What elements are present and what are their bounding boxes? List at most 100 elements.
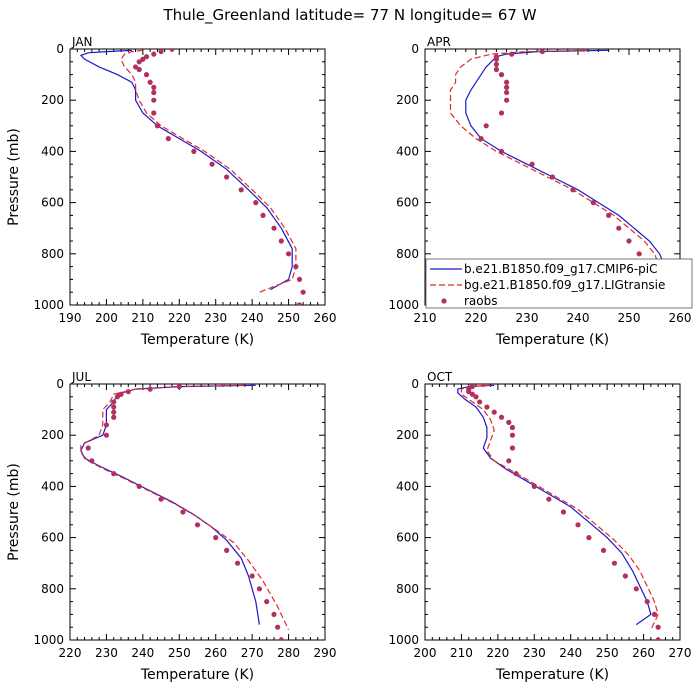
- raobs-point: [655, 624, 661, 630]
- raobs-point: [158, 496, 164, 502]
- raobs-point: [586, 535, 592, 541]
- x-tick-label: 250: [168, 646, 191, 660]
- legend-entry-label: raobs: [464, 294, 498, 308]
- legend-entry-label: b.e21.B1850.f09_g17.CMIP6-piC: [464, 262, 657, 276]
- raobs-point: [271, 225, 277, 231]
- series-line-cmip6-pic: [457, 384, 652, 626]
- plot-frame: [424, 383, 681, 641]
- y-tick-label: 1000: [33, 633, 64, 647]
- x-tick-label: 210: [414, 311, 437, 325]
- series-line-ligtransient: [80, 384, 290, 631]
- x-axis-label: Temperature (K): [140, 332, 254, 348]
- x-tick-label: 210: [131, 311, 154, 325]
- raobs-point: [209, 161, 215, 167]
- raobs-point: [529, 161, 535, 167]
- y-tick-label: 800: [396, 247, 419, 261]
- x-tick-label: 240: [567, 311, 590, 325]
- raobs-point: [636, 251, 642, 257]
- raobs-point: [655, 637, 661, 640]
- x-tick-label: 270: [669, 646, 692, 660]
- raobs-point: [176, 384, 182, 390]
- raobs-point: [633, 586, 639, 592]
- raobs-point: [644, 599, 650, 605]
- raobs-point: [469, 384, 475, 390]
- raobs-point: [560, 509, 567, 515]
- data-layer: [457, 384, 661, 640]
- x-axis-label: Temperature (K): [495, 667, 609, 683]
- y-tick-label: 200: [396, 93, 419, 107]
- raobs-point: [191, 148, 197, 154]
- series-line-cmip6-pic: [79, 49, 293, 291]
- raobs-point: [278, 238, 284, 244]
- raobs-point: [477, 399, 483, 405]
- x-tick-label: 260: [669, 311, 692, 325]
- y-tick-label: 800: [396, 582, 419, 596]
- raobs-point: [180, 509, 186, 515]
- raobs-point: [469, 391, 475, 397]
- y-tick-label: 1000: [33, 298, 64, 312]
- plot-frame: [69, 383, 326, 641]
- raobs-point: [224, 547, 230, 554]
- raobs-point: [506, 419, 512, 425]
- x-tick-label: 240: [241, 311, 264, 325]
- y-tick-label: 200: [41, 93, 64, 107]
- legend-box: [425, 258, 693, 309]
- y-tick-label: 600: [41, 531, 64, 545]
- raobs-point: [143, 72, 150, 78]
- raobs-point: [606, 212, 612, 218]
- y-tick-label: 400: [396, 479, 419, 493]
- y-tick-label: 400: [396, 144, 419, 158]
- raobs-point: [271, 611, 277, 618]
- y-tick-label: 400: [41, 479, 64, 493]
- raobs-point: [611, 560, 618, 566]
- raobs-point: [275, 624, 281, 630]
- raobs-point: [111, 409, 117, 415]
- raobs-point: [147, 79, 153, 85]
- y-axis-label: Pressure (mb): [6, 463, 22, 561]
- panel-label: OCT: [427, 370, 453, 384]
- raobs-point: [136, 66, 142, 73]
- raobs-point: [220, 384, 226, 387]
- y-tick-label: 0: [411, 42, 419, 56]
- data-layer: [80, 384, 290, 640]
- raobs-point: [296, 276, 303, 282]
- raobs-point: [260, 212, 266, 218]
- x-tick-label: 240: [559, 646, 582, 660]
- x-tick-label: 260: [632, 646, 655, 660]
- data-layer: [79, 49, 306, 305]
- x-axis-label: Temperature (K): [495, 332, 609, 348]
- raobs-point: [498, 148, 505, 154]
- raobs-point: [293, 264, 299, 270]
- raobs-point: [143, 54, 150, 60]
- raobs-point: [300, 289, 306, 295]
- raobs-point: [278, 637, 284, 640]
- raobs-point: [111, 404, 117, 410]
- data-layer: [449, 49, 668, 305]
- legend-entry-label: bg.e21.B1850.f09_g17.LIGtransie: [464, 278, 665, 292]
- raobs-point: [224, 174, 230, 180]
- raobs-point: [158, 49, 164, 55]
- x-tick-label: 220: [168, 311, 191, 325]
- y-tick-label: 800: [41, 247, 64, 261]
- raobs-point: [491, 409, 497, 415]
- raobs-point: [165, 136, 171, 142]
- raobs-point: [546, 496, 552, 502]
- raobs-point: [651, 611, 658, 618]
- raobs-point: [498, 414, 505, 420]
- raobs-point: [285, 251, 292, 257]
- plot-frame: [69, 48, 326, 306]
- raobs-point: [509, 51, 515, 57]
- panel-oct: 200 210 220 230 240 250 260 270 0 200 400 600 800 100…: [388, 370, 691, 683]
- x-axis-label: Temperature (K): [140, 667, 254, 683]
- raobs-point: [506, 458, 512, 464]
- raobs-point: [539, 49, 545, 55]
- x-tick-label: 250: [596, 646, 619, 660]
- raobs-point: [509, 424, 516, 431]
- x-tick-label: 260: [314, 311, 337, 325]
- raobs-point: [213, 535, 219, 541]
- raobs-point: [478, 136, 484, 142]
- y-tick-label: 1000: [388, 298, 419, 312]
- panel-label: JUL: [71, 370, 91, 384]
- raobs-point: [151, 84, 157, 90]
